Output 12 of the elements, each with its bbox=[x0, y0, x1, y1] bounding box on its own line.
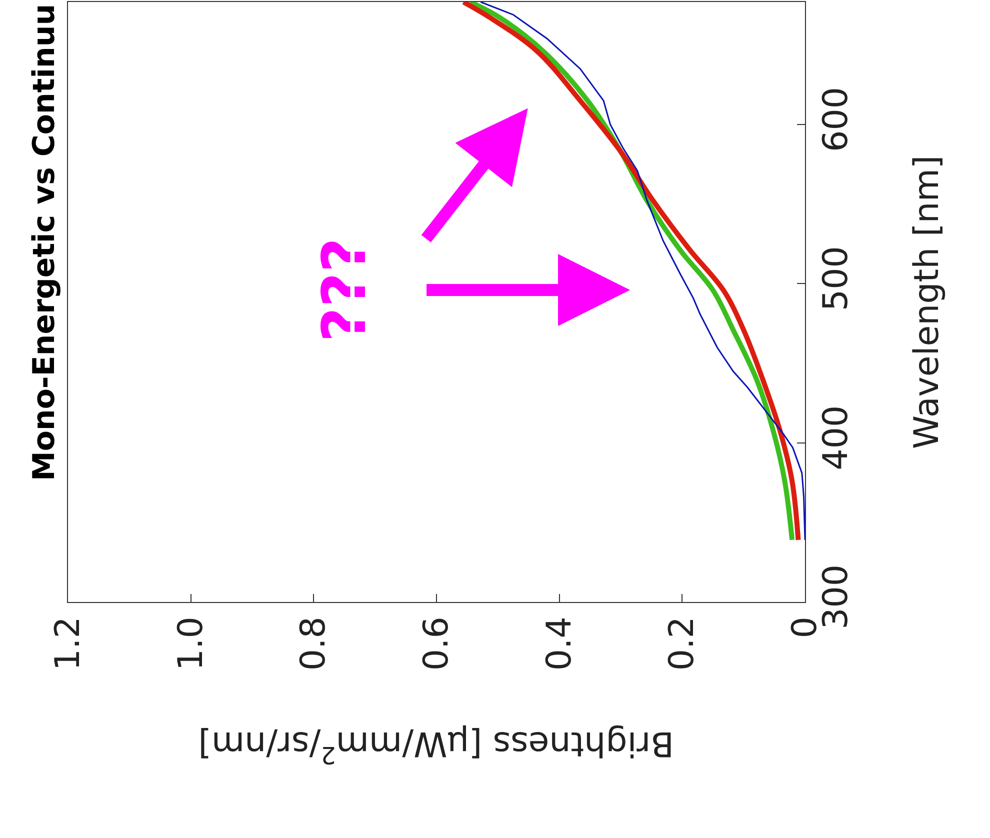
y-tick-label: 500 bbox=[816, 246, 856, 312]
x-tick-label: 1.0 bbox=[170, 616, 211, 671]
y-axis-title: Wavelength [nm] bbox=[907, 155, 947, 449]
x-tick-label: 1.2 bbox=[48, 616, 88, 671]
x-tick-label: 0.8 bbox=[294, 616, 334, 671]
annotation: ??? bbox=[310, 238, 380, 342]
x-tick-label: 0.2 bbox=[662, 616, 702, 671]
y-tick-label: 600 bbox=[816, 86, 856, 152]
x-tick-label: 0.4 bbox=[539, 616, 580, 671]
y-tick-label: 400 bbox=[816, 405, 856, 470]
text: Mono-Energetic vs Continuu bbox=[27, 4, 62, 481]
x-tick-label: 0.6 bbox=[416, 616, 457, 671]
